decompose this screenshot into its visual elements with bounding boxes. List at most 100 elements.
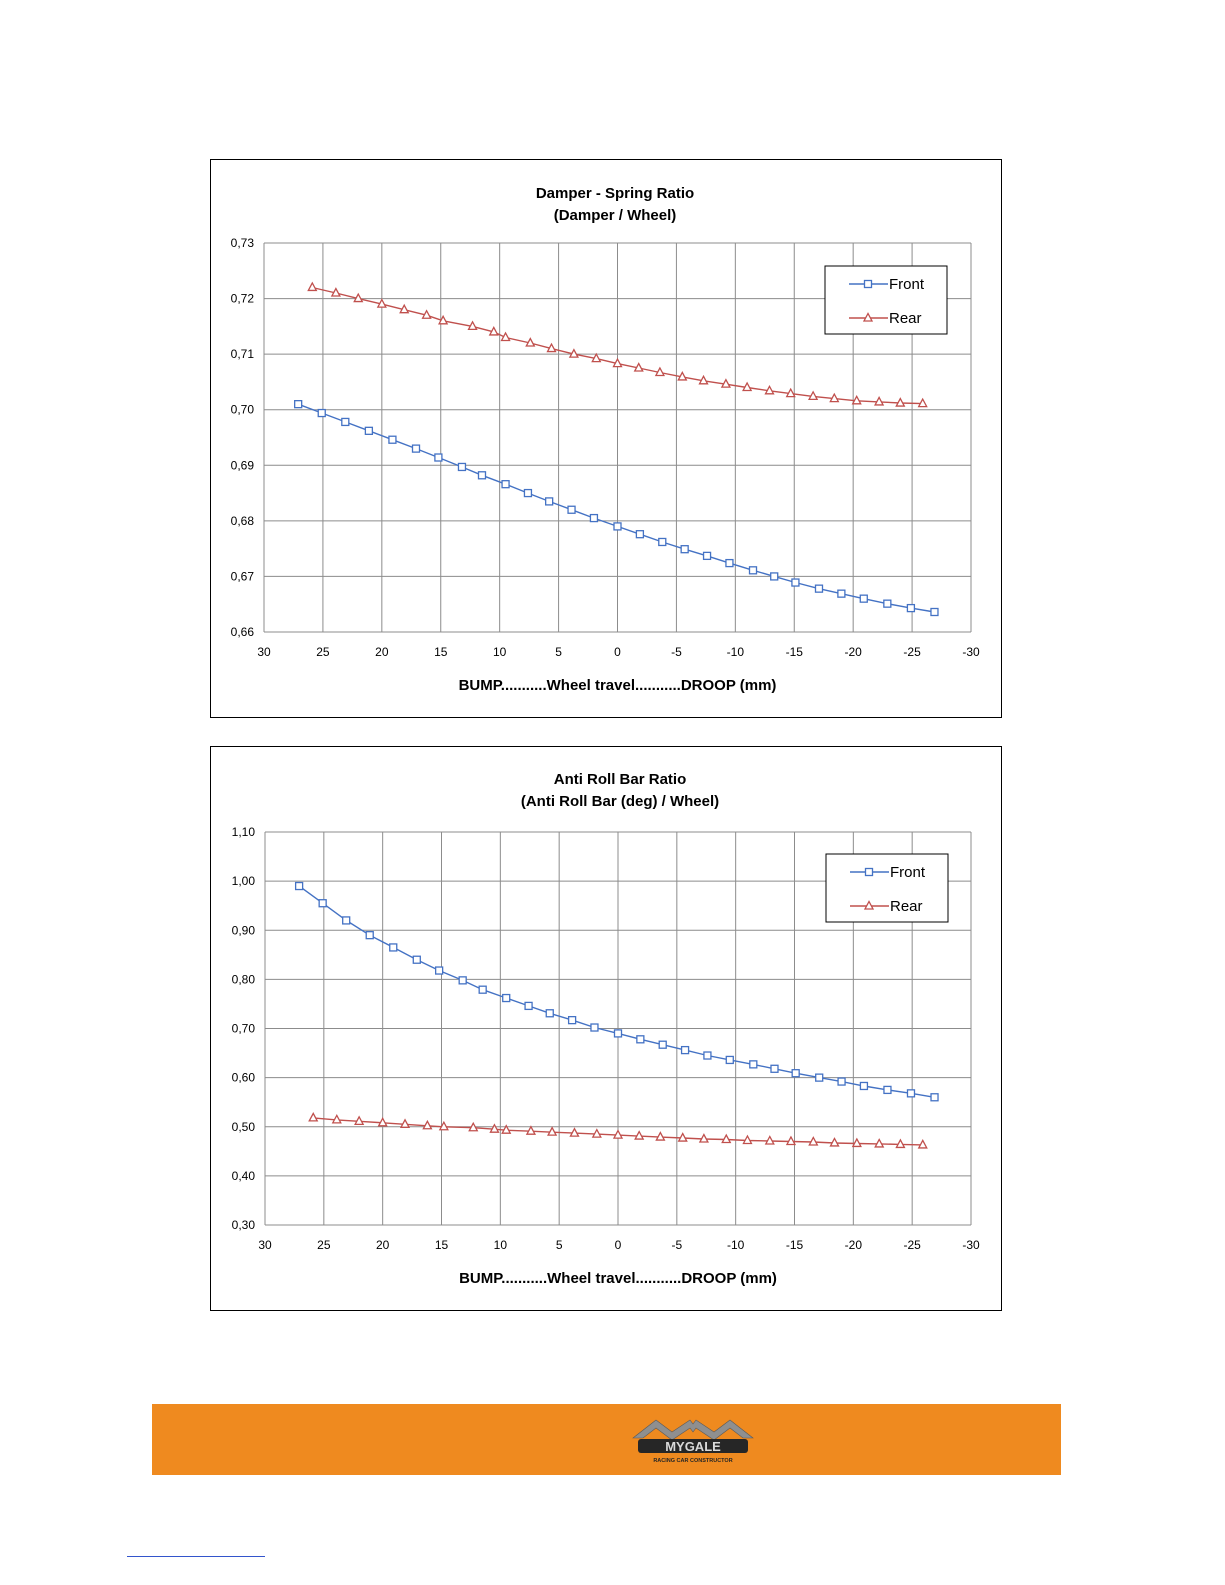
chart1-y-tick-label: 0,69: [231, 458, 255, 472]
chart2-rear-point: [422, 1119, 433, 1130]
chart1-rear-point: [917, 397, 928, 408]
chart1-front-point: [906, 603, 916, 613]
chart2-x-tick-label: -15: [786, 1238, 804, 1252]
chart1-x-tick-label: -10: [727, 645, 745, 659]
chart2-legend-box: [825, 853, 949, 923]
chart1-rear-point: [353, 292, 364, 303]
chart1-y-tick-label: 0,70: [231, 403, 255, 417]
chart1-rear-point: [742, 381, 753, 392]
chart1-rear-point: [633, 362, 644, 372]
chart1-front-point: [702, 551, 712, 561]
chart2-title: Anti Roll Bar Ratio: [554, 771, 687, 788]
chart1-y-tick-label: 0,72: [231, 292, 255, 306]
chart2-rear-point: [677, 1132, 688, 1142]
chart2-front-point: [590, 1023, 599, 1032]
chart1-x-tick-label: 0: [614, 645, 621, 659]
chart2-series-rear: [308, 1112, 928, 1149]
chart1-rear-point: [677, 371, 688, 381]
damper-spring-ratio-chart: Damper - Spring Ratio (Damper / Wheel) 0,6…: [210, 159, 1002, 718]
chart1-front-point: [317, 408, 326, 418]
chart2-front-point: [502, 993, 511, 1003]
chart2-rear-point: [721, 1133, 732, 1144]
chart2-front-point: [658, 1040, 667, 1049]
chart1-rear-point: [808, 390, 819, 401]
chart1-x-tick-label: -30: [962, 645, 980, 659]
chart2-rear-point: [764, 1135, 775, 1145]
chart1-rear-point: [568, 348, 579, 358]
chart2-front-point: [412, 955, 421, 964]
chart2-x-tick-label: 25: [317, 1238, 331, 1252]
chart1-rear-point: [307, 281, 318, 292]
chart2-front-point: [458, 976, 467, 985]
chart2-front-point: [770, 1064, 779, 1073]
chart1-rear-point: [698, 374, 709, 385]
chart2-legend-label-front: Front: [890, 864, 926, 881]
chart2-rear-point: [895, 1138, 906, 1149]
chart1-rear-point: [612, 357, 623, 368]
chart2-front-point: [318, 899, 327, 908]
chart2-front-point: [815, 1073, 824, 1082]
chart1-rear-point: [438, 314, 449, 325]
chart1-rear-point: [591, 352, 602, 363]
chart1-front-point: [837, 589, 846, 598]
chart2-rear-point: [634, 1130, 645, 1140]
chart1-x-axis-label: BUMP...........Wheel travel...........DR…: [459, 677, 777, 694]
chart2-front-point: [478, 985, 487, 994]
chart2-x-tick-label: 10: [494, 1238, 508, 1252]
chart1-x-tick-label: 10: [493, 645, 507, 659]
chart1-title: Damper - Spring Ratio: [536, 185, 694, 202]
chart1-front-point: [567, 505, 576, 514]
chart2-y-tick-label: 0,50: [232, 1120, 256, 1134]
chart2-rear-point: [742, 1134, 753, 1145]
chart2-x-tick-label: 30: [258, 1238, 272, 1252]
chart1-x-tick-label: -5: [671, 645, 682, 659]
chart1-front-point: [814, 584, 824, 593]
chart1-front-point: [341, 417, 350, 427]
chart2-gridlines: [264, 831, 972, 1226]
chart2-x-tick-label: -20: [845, 1238, 863, 1252]
chart1-front-line: [297, 403, 935, 613]
chart1-front-point: [364, 426, 374, 435]
chart2-y-tick-label: 0,80: [232, 972, 256, 986]
chart1-front-point: [613, 522, 622, 531]
chart2-front-point: [434, 966, 444, 975]
chart2-front-point: [389, 943, 398, 952]
chart2-x-tick-label: -30: [962, 1238, 980, 1252]
chart1-rear-point: [399, 303, 410, 314]
chart1-y-tick-label: 0,73: [231, 236, 255, 250]
chart1-front-point: [294, 400, 303, 409]
chart-1-svg: Damper - Spring Ratio (Damper / Wheel) 0,6…: [231, 185, 980, 694]
chart1-rear-point: [720, 378, 731, 388]
chart1-x-tick-label: 30: [257, 645, 271, 659]
chart1-y-tick-label: 0,66: [231, 625, 255, 639]
chart2-rear-point: [438, 1120, 449, 1131]
chart2-x-tick-label: 5: [556, 1238, 563, 1252]
chart1-x-tick-label: -25: [903, 645, 921, 659]
chart2-rear-point: [785, 1135, 797, 1146]
chart1-legend: Front Rear: [824, 265, 948, 335]
chart2-rear-point: [698, 1133, 709, 1143]
chart2-front-point: [294, 881, 304, 891]
chart2-front-point: [837, 1077, 846, 1086]
chart2-rear-point: [354, 1115, 365, 1125]
chart2-rear-point: [525, 1125, 537, 1135]
chart1-rear-point: [467, 320, 478, 331]
chart2-x-tick-label: -25: [903, 1238, 921, 1252]
chart2-front-point: [906, 1089, 916, 1098]
chart1-x-tick-label: -20: [844, 645, 862, 659]
chart1-rear-point: [829, 392, 840, 403]
chart2-y-tick-label: 1,10: [232, 825, 256, 839]
chart1-rear-point: [764, 384, 775, 395]
chart1-front-point: [770, 572, 779, 581]
chart2-rear-point: [468, 1121, 479, 1132]
chart2-rear-point: [612, 1129, 624, 1139]
chart1-rear-point: [654, 366, 666, 377]
chart1-front-point: [589, 513, 599, 523]
chart1-rear-point: [376, 298, 387, 308]
chart2-rear-point: [331, 1113, 342, 1124]
chart2-rear-point: [591, 1128, 602, 1138]
chart1-y-tick-label: 0,67: [231, 569, 255, 583]
chart1-front-point: [477, 471, 487, 480]
chart2-front-point: [703, 1051, 712, 1060]
chart1-rear-point: [421, 309, 432, 319]
